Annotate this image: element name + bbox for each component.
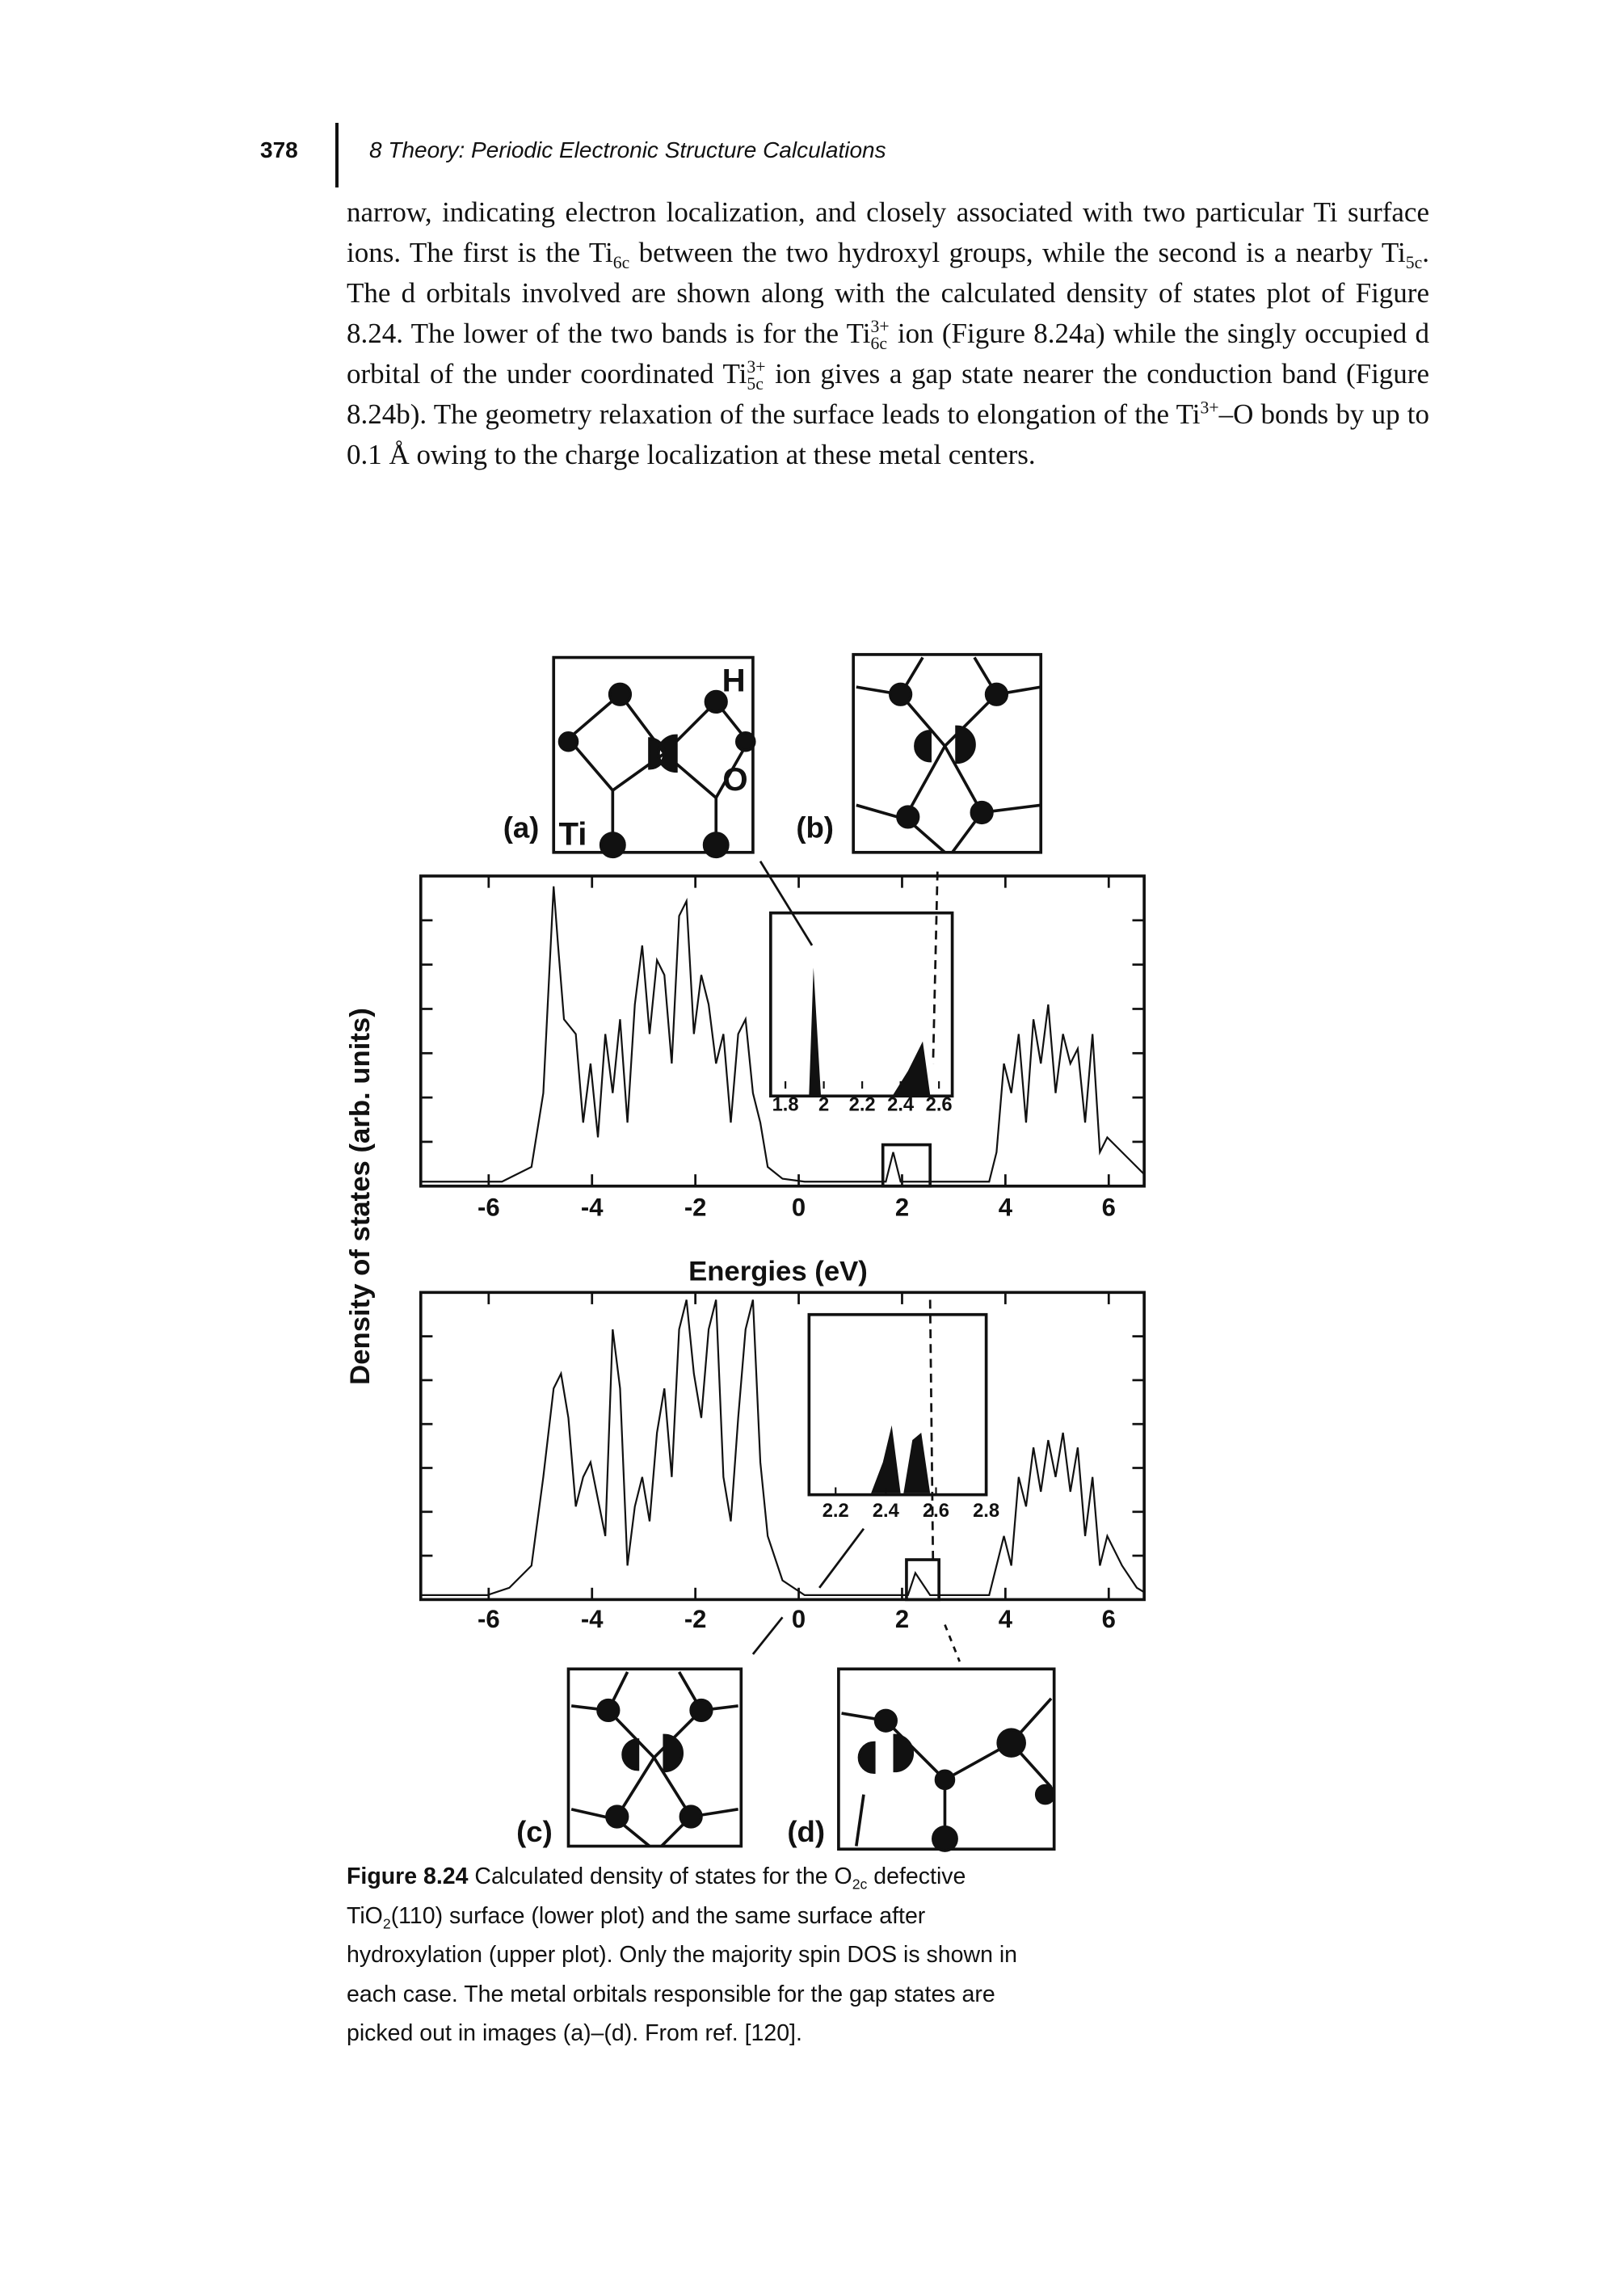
text-run: Ti xyxy=(722,358,747,390)
figure-label: Density of states (arb. units) xyxy=(345,1008,376,1385)
script-stack: 3+ 5c xyxy=(747,356,766,394)
text-run: ion gives a gap state nearer the conduct… xyxy=(347,358,1429,430)
figure-label: 0 xyxy=(792,1605,806,1633)
dos-curve xyxy=(420,886,1145,1183)
page-number: 378 xyxy=(260,137,298,162)
text-run: . The d orbitals involved are shown alon… xyxy=(347,237,1429,349)
body-paragraph: narrow, indicating electron localization… xyxy=(347,192,1429,475)
text-run: Ti xyxy=(1176,398,1201,430)
inset-frame xyxy=(807,1312,988,1497)
plot-frame xyxy=(419,874,1146,1188)
dos-curve xyxy=(420,1299,1145,1597)
figure-label: -4 xyxy=(581,1605,604,1633)
figure-label: O xyxy=(722,761,747,798)
orbital-image-c xyxy=(566,1667,743,1848)
caption-label: Figure 8.24 xyxy=(347,1864,469,1889)
figure-label: (b) xyxy=(796,811,834,844)
orbital-image-b xyxy=(852,653,1043,854)
running-title: 8 Theory: Periodic Electronic Structure … xyxy=(369,137,886,162)
figure-label: -6 xyxy=(478,1605,500,1633)
header-rule xyxy=(335,123,339,187)
subscript: 6c xyxy=(612,253,630,272)
text-run: –O bonds by up to 0.1 Å owing to the cha… xyxy=(347,398,1429,470)
superscript: 3+ xyxy=(747,356,766,377)
figure-label: 2.6 xyxy=(926,1094,953,1116)
zoom-box xyxy=(881,1143,932,1188)
figure-label: (d) xyxy=(787,1815,825,1848)
orbital-image-a xyxy=(552,655,756,859)
figure-label: 6 xyxy=(1102,1193,1116,1221)
figure-label: 2 xyxy=(895,1605,909,1633)
subscript: 6c xyxy=(870,333,888,353)
zoom-box xyxy=(905,1558,940,1602)
inset-frame xyxy=(769,911,954,1098)
figure-label: 2.6 xyxy=(923,1500,949,1522)
figure-label: (c) xyxy=(516,1815,553,1848)
subscript: 2 xyxy=(382,1915,391,1932)
subscript: 5c xyxy=(1405,253,1423,272)
figure-label: 2.4 xyxy=(887,1094,915,1116)
orbital-image-d xyxy=(837,1667,1056,1852)
figure-label: Energies (eV) xyxy=(688,1257,868,1287)
figure-label: 2.2 xyxy=(849,1094,876,1116)
text-run: Ti xyxy=(588,237,613,268)
text-run: between the two hydroxyl groups, while t… xyxy=(629,237,1382,268)
superscript: 3+ xyxy=(1200,398,1219,418)
text-run: ion (Figure 8.24a) while the singly occu… xyxy=(347,318,1429,390)
figure-label: -2 xyxy=(684,1193,707,1221)
subscript: 5c xyxy=(747,373,764,394)
figure-label: 1.8 xyxy=(772,1094,799,1116)
inset-peaks xyxy=(871,1425,931,1493)
figure-label: 2 xyxy=(818,1094,829,1116)
figure-label: 2.8 xyxy=(973,1500,999,1522)
figure-caption: Figure 8.24 Calculated density of states… xyxy=(347,1857,1050,2053)
text-run: narrow, indicating electron localization… xyxy=(347,196,1429,268)
figure-label: Ti xyxy=(558,816,587,853)
figure-label: 4 xyxy=(999,1193,1013,1221)
caption-text: Calculated density of states for the O2c… xyxy=(347,1864,1017,2046)
subscript: 2c xyxy=(852,1876,868,1893)
text-run: Ti xyxy=(1381,237,1406,268)
figure-label: -2 xyxy=(684,1605,707,1633)
text-run: (110) surface (lower plot) and the same … xyxy=(347,1902,1018,2047)
figure-label: -6 xyxy=(478,1193,500,1221)
figure-label: 2 xyxy=(895,1193,909,1221)
text-run: Calculated density of states for the O xyxy=(468,1864,852,1889)
text-run: Ti xyxy=(846,318,871,349)
figure-label: 4 xyxy=(999,1605,1013,1633)
figure-label: 2.4 xyxy=(873,1500,900,1522)
figure-label: H xyxy=(722,663,746,699)
figure-label: -4 xyxy=(581,1193,604,1221)
figure-label: (a) xyxy=(503,811,540,844)
figure-label: 2.2 xyxy=(823,1500,849,1522)
plot-frame xyxy=(419,1291,1146,1602)
inset-peaks xyxy=(797,967,931,1095)
superscript: 3+ xyxy=(870,316,890,336)
script-stack: 3+ 6c xyxy=(871,318,890,352)
text-run: defective TiO xyxy=(347,1864,966,1929)
figure-label: 0 xyxy=(792,1193,806,1221)
figure-label: 6 xyxy=(1102,1605,1116,1633)
